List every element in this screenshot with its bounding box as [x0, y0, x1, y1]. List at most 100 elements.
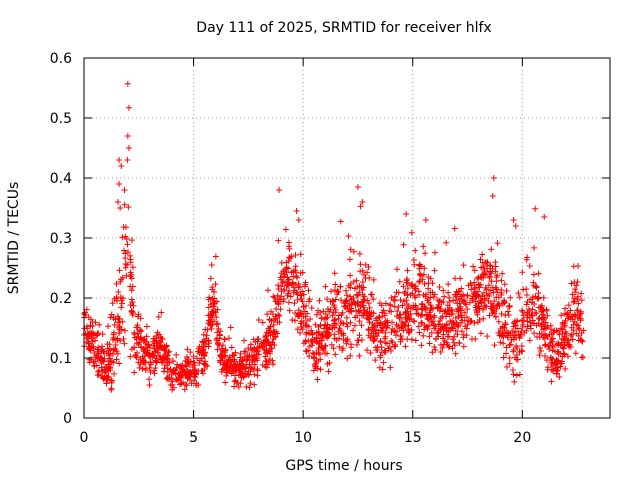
data-point — [443, 325, 450, 332]
data-point — [500, 340, 507, 347]
data-point — [268, 318, 275, 325]
data-point — [412, 294, 419, 301]
data-point — [480, 306, 487, 313]
data-point — [103, 380, 110, 387]
data-point — [98, 372, 105, 379]
data-point — [542, 353, 549, 360]
data-point — [500, 332, 507, 339]
data-point — [160, 345, 167, 352]
data-point — [431, 344, 438, 351]
data-point — [532, 309, 539, 316]
data-point — [254, 338, 261, 345]
data-point — [416, 278, 423, 285]
data-point — [292, 282, 299, 289]
data-point — [247, 380, 254, 387]
data-point — [415, 323, 422, 330]
data-point — [315, 328, 322, 335]
data-point — [138, 344, 145, 351]
data-point — [452, 327, 459, 334]
data-point — [354, 292, 361, 299]
data-point — [403, 279, 410, 286]
data-point — [388, 308, 395, 315]
data-point — [354, 291, 361, 298]
data-point — [293, 208, 300, 214]
data-point — [317, 322, 324, 329]
data-point — [206, 294, 213, 301]
data-point — [254, 365, 261, 372]
data-point — [318, 344, 325, 351]
data-point — [316, 297, 323, 304]
data-point — [489, 193, 496, 199]
data-point — [121, 187, 128, 193]
data-point — [307, 316, 314, 323]
data-point — [405, 322, 412, 329]
data-point — [224, 364, 231, 371]
data-point — [94, 346, 101, 353]
data-point — [366, 309, 373, 316]
data-point — [243, 364, 250, 371]
data-point — [232, 377, 239, 384]
data-point — [524, 254, 531, 261]
data-point — [503, 327, 510, 334]
data-point — [532, 205, 539, 212]
data-point — [523, 291, 530, 298]
data-point — [347, 246, 354, 253]
data-point — [351, 285, 358, 292]
data-point — [412, 247, 419, 254]
data-point — [462, 323, 469, 330]
data-point — [289, 280, 296, 287]
data-point — [404, 285, 411, 292]
data-point — [83, 323, 90, 330]
data-point — [160, 368, 167, 375]
data-point — [296, 283, 303, 290]
data-point — [327, 298, 334, 305]
data-point — [108, 311, 115, 318]
data-point — [395, 289, 402, 296]
data-point — [512, 223, 519, 229]
data-point — [184, 346, 191, 353]
data-point — [158, 356, 165, 363]
data-point — [347, 352, 354, 359]
data-point — [509, 328, 516, 335]
data-point — [153, 335, 160, 342]
data-point — [173, 376, 180, 383]
data-point — [300, 304, 307, 311]
data-point — [206, 340, 213, 347]
data-point — [268, 345, 275, 352]
data-point — [130, 302, 137, 309]
data-point — [246, 361, 253, 368]
data-point — [469, 336, 476, 343]
data-point — [297, 290, 304, 297]
data-point — [137, 334, 144, 341]
data-point — [183, 382, 190, 389]
data-point — [386, 343, 393, 350]
data-point — [503, 350, 510, 357]
data-point — [460, 262, 467, 269]
data-point — [487, 262, 494, 269]
data-point — [548, 366, 555, 373]
data-point — [440, 331, 447, 338]
data-point — [315, 307, 322, 314]
data-point — [285, 299, 292, 306]
data-point — [443, 239, 450, 246]
data-point — [276, 319, 283, 326]
data-point — [229, 368, 236, 375]
data-point — [455, 322, 462, 329]
data-point — [425, 279, 432, 286]
data-point — [417, 312, 424, 319]
data-point — [346, 256, 353, 263]
data-point — [116, 360, 123, 367]
data-point — [357, 303, 364, 310]
data-point — [299, 298, 306, 305]
data-point — [417, 271, 424, 278]
data-point — [127, 259, 134, 266]
data-point — [207, 275, 214, 282]
data-point — [422, 250, 429, 257]
data-point — [418, 320, 425, 327]
data-point — [559, 353, 566, 360]
data-point — [427, 275, 434, 282]
data-point — [95, 329, 102, 336]
data-point — [177, 362, 184, 369]
data-point — [421, 326, 428, 333]
data-point — [355, 299, 362, 306]
